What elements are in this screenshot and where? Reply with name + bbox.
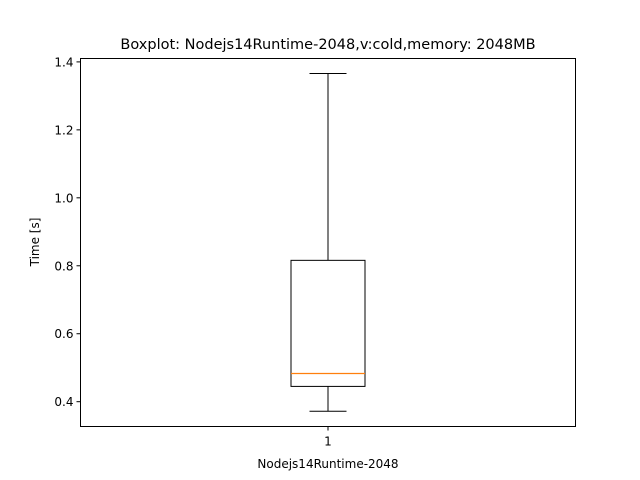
y-tick-label: 1.2: [54, 123, 73, 137]
y-tick-label: 0.8: [54, 259, 73, 273]
y-tick-label: 0.6: [54, 327, 73, 341]
x-axis-label: Nodejs14Runtime-2048: [257, 457, 398, 471]
plot-frame: [80, 58, 576, 427]
y-axis-label: Time [s]: [28, 218, 42, 268]
y-tick-label: 1.0: [54, 191, 73, 205]
x-tick-label: 1: [324, 435, 332, 449]
plot-area: 0.4 0.6 0.8 1.0 1.2 1.4 1: [54, 55, 366, 449]
chart-title: Boxplot: Nodejs14Runtime-2048,v:cold,mem…: [120, 37, 535, 53]
y-tick-label: 0.4: [54, 395, 73, 409]
iqr-box: [290, 259, 366, 387]
y-tick-label: 1.4: [54, 55, 73, 69]
